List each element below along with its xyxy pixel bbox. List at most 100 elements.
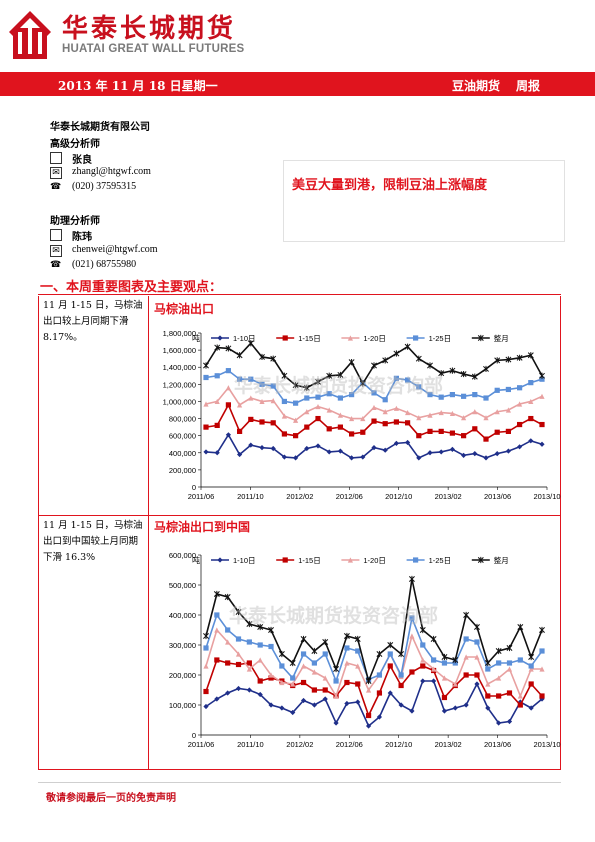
data-point xyxy=(311,669,317,675)
data-point xyxy=(420,642,426,648)
data-point xyxy=(517,702,523,708)
data-point xyxy=(398,650,405,658)
data-point xyxy=(315,443,321,449)
legend-marker xyxy=(347,335,353,341)
data-point xyxy=(326,391,332,397)
data-point xyxy=(348,358,355,366)
data-point xyxy=(452,705,458,711)
headline: 美豆大量到港，限制豆油上涨幅度 xyxy=(292,178,488,193)
data-point xyxy=(505,386,511,393)
data-point xyxy=(224,593,231,601)
name-card-icon xyxy=(50,229,62,241)
data-point xyxy=(235,651,242,657)
data-point xyxy=(404,343,411,350)
data-point xyxy=(248,395,254,401)
data-point xyxy=(496,675,502,681)
data-point xyxy=(409,633,415,639)
legend-marker xyxy=(477,334,484,342)
data-point xyxy=(463,654,469,660)
data-point xyxy=(506,718,513,725)
data-point xyxy=(393,350,400,357)
y-tick-label: 400,000 xyxy=(169,611,196,620)
legend-label: 整月 xyxy=(494,555,509,565)
data-point xyxy=(431,657,437,663)
data-point xyxy=(382,397,388,403)
data-point xyxy=(349,392,355,398)
data-point xyxy=(343,632,350,640)
data-point xyxy=(300,697,307,704)
data-point xyxy=(257,691,263,698)
data-point xyxy=(371,445,377,451)
x-tick-label: 2012/06 xyxy=(336,740,363,749)
x-tick-label: 2012/10 xyxy=(385,492,412,501)
data-point xyxy=(292,382,299,389)
watermark-text: 华泰长城期货投资咨询部 xyxy=(229,604,438,627)
data-point xyxy=(441,675,448,681)
x-tick-label: 2012/06 xyxy=(336,492,363,501)
legend-marker xyxy=(282,557,288,563)
data-point xyxy=(235,685,242,692)
data-point xyxy=(506,666,513,672)
data-point xyxy=(483,455,489,461)
x-tick-label: 2011/10 xyxy=(237,492,264,501)
disclaimer-link[interactable]: 敬请参阅最后一页的免责声明 xyxy=(46,793,176,804)
data-point xyxy=(337,371,344,379)
data-point xyxy=(259,381,265,387)
data-point xyxy=(311,660,317,666)
senior-analyst-title: 高级分析师 xyxy=(50,139,100,150)
assistant-analyst-phone: (021) 68755980 xyxy=(72,259,137,270)
note-2: 11 月 1-15 日，马棕油出口到中国较上月同期下滑 16.3% xyxy=(43,520,143,563)
data-point xyxy=(304,445,310,452)
chart-table xyxy=(38,296,561,770)
headline-box xyxy=(283,160,565,242)
data-point xyxy=(505,356,512,363)
data-point xyxy=(528,380,534,386)
data-point xyxy=(438,394,444,400)
data-point xyxy=(344,660,350,666)
data-point xyxy=(333,720,339,726)
data-point xyxy=(371,390,377,396)
data-point xyxy=(225,660,231,666)
data-point xyxy=(214,696,220,702)
data-point xyxy=(344,645,350,651)
data-point xyxy=(427,450,433,456)
legend-marker xyxy=(217,335,223,341)
assistant-analyst-title: 助理分析师 xyxy=(50,216,100,227)
y-tick-label: 500,000 xyxy=(169,581,196,590)
data-point xyxy=(246,639,252,645)
data-point xyxy=(449,367,456,374)
data-point xyxy=(203,645,209,651)
data-point xyxy=(461,415,467,421)
data-point xyxy=(528,415,534,422)
data-point xyxy=(430,635,437,643)
data-point xyxy=(517,401,523,407)
data-point xyxy=(415,355,422,362)
data-point xyxy=(427,362,433,369)
data-point xyxy=(360,454,366,460)
data-point xyxy=(355,681,361,687)
data-point xyxy=(214,627,220,633)
company-name-en: HUATAI GREAT WALL FUTURES xyxy=(62,43,245,55)
legend-marker xyxy=(282,335,288,341)
data-point xyxy=(225,368,231,374)
data-point xyxy=(270,383,276,389)
data-point xyxy=(203,688,209,695)
section-divider xyxy=(38,294,561,295)
x-tick-label: 2012/10 xyxy=(385,740,412,749)
data-point xyxy=(419,626,426,634)
data-point xyxy=(427,428,433,434)
data-point xyxy=(355,648,361,654)
data-point xyxy=(304,424,310,430)
data-point xyxy=(483,415,489,421)
legend-marker xyxy=(477,556,484,564)
data-point xyxy=(431,678,437,684)
y-tick-label: 0 xyxy=(192,483,196,492)
data-point xyxy=(405,420,411,426)
data-point xyxy=(461,452,467,458)
data-point xyxy=(463,611,470,619)
data-point xyxy=(463,636,469,642)
data-point xyxy=(354,635,361,643)
data-point xyxy=(393,375,399,381)
data-point xyxy=(438,428,444,434)
data-point xyxy=(214,450,220,456)
